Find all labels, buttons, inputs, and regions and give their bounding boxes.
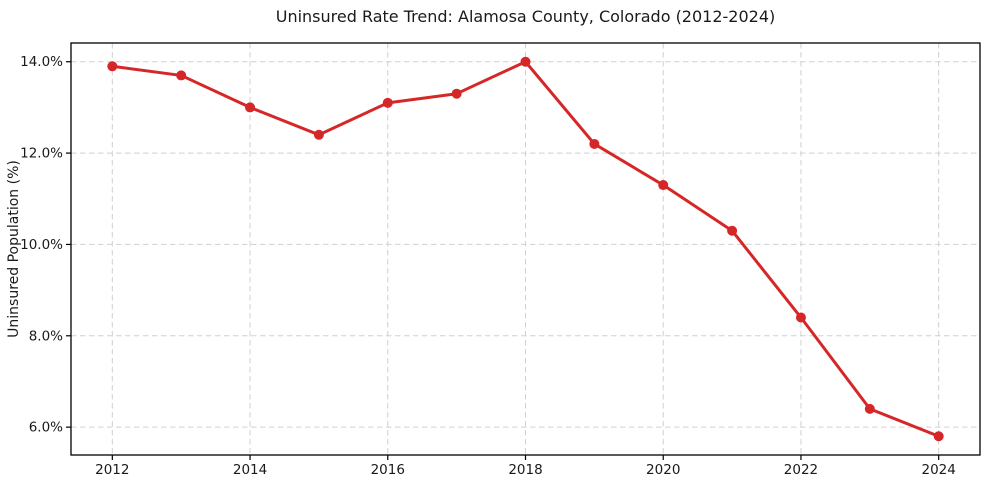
data-point bbox=[727, 225, 738, 236]
plot-border bbox=[70, 42, 981, 456]
y-tick-label: 6.0% bbox=[29, 420, 63, 436]
data-point bbox=[245, 102, 256, 113]
x-tick-label: 2014 bbox=[233, 462, 267, 478]
data-point bbox=[589, 138, 600, 149]
y-tick-label: 12.0% bbox=[20, 146, 63, 162]
x-tick-label: 2016 bbox=[371, 462, 405, 478]
data-point bbox=[382, 97, 393, 108]
x-tick-label: 2022 bbox=[784, 462, 818, 478]
y-tick-label: 14.0% bbox=[20, 54, 63, 70]
y-tick-label: 10.0% bbox=[20, 237, 63, 253]
data-point bbox=[864, 403, 875, 414]
y-axis-label: Uninsured Population (%) bbox=[6, 160, 22, 338]
data-point bbox=[658, 180, 669, 191]
x-tick-label: 2012 bbox=[95, 462, 129, 478]
data-point bbox=[933, 431, 944, 442]
x-tick-label: 2018 bbox=[508, 462, 542, 478]
data-point bbox=[107, 61, 118, 72]
data-point bbox=[795, 312, 806, 323]
data-point bbox=[451, 88, 462, 99]
chart-title: Uninsured Rate Trend: Alamosa County, Co… bbox=[275, 7, 776, 26]
data-point bbox=[313, 129, 324, 140]
data-point bbox=[520, 56, 531, 67]
data-point bbox=[176, 70, 187, 81]
x-tick-label: 2024 bbox=[922, 462, 956, 478]
x-tick-label: 2020 bbox=[646, 462, 680, 478]
y-tick-label: 8.0% bbox=[29, 328, 63, 344]
